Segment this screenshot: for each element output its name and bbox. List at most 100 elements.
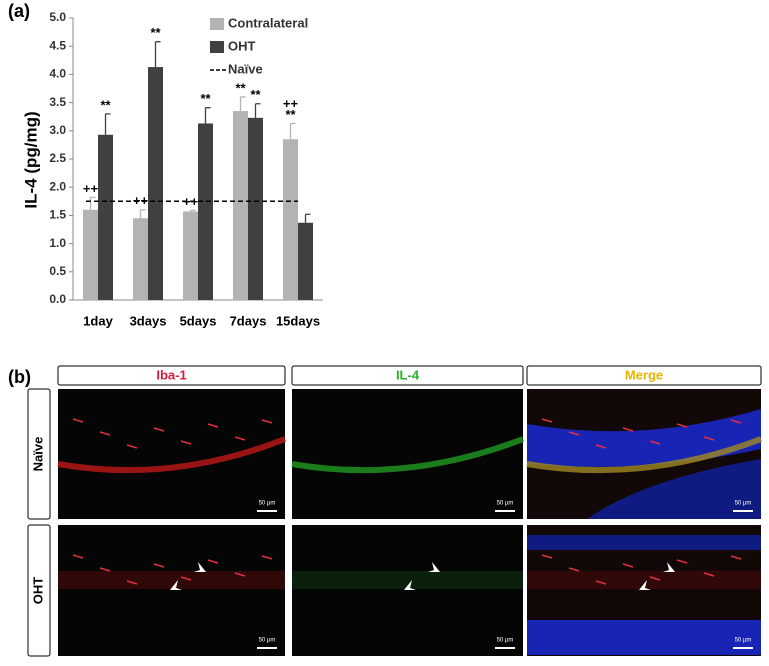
legend-label: Contralateral <box>228 15 308 30</box>
significance-label: ** <box>200 91 211 106</box>
x-tick-label: 3days <box>130 313 167 328</box>
cell <box>649 576 661 581</box>
micrograph: 50 µm <box>292 525 523 656</box>
nuclei-band <box>587 459 761 519</box>
cell <box>72 554 84 559</box>
significance-label: ** <box>100 97 111 112</box>
error-bar <box>204 107 211 124</box>
x-tick-label: 5days <box>180 313 217 328</box>
bar <box>283 139 298 300</box>
micrograph: 50 µm <box>291 389 525 519</box>
error-bar <box>154 41 161 68</box>
column-header-box <box>526 365 762 386</box>
legend-swatch <box>210 18 224 30</box>
scale-bar-label: 50 µm <box>497 638 514 644</box>
y-tick-label: 4.0 <box>49 67 66 81</box>
x-tick-label: 1day <box>83 313 113 328</box>
micrograph-bg <box>292 525 523 656</box>
column-header: IL-4 <box>396 367 420 382</box>
x-tick-label: 15days <box>276 313 320 328</box>
scale-bar-label: 50 µm <box>497 501 514 507</box>
cell <box>72 418 84 423</box>
y-tick-label: 5.0 <box>49 10 66 24</box>
bar <box>133 218 148 300</box>
cell <box>730 555 742 560</box>
micrograph: 50 µm <box>58 525 285 656</box>
panel-label: (a) <box>8 1 30 21</box>
cell <box>649 440 661 445</box>
arrowhead <box>639 580 651 590</box>
nuclei-band <box>527 409 761 467</box>
bar <box>298 222 313 300</box>
cell <box>595 580 607 585</box>
error-bar <box>89 196 96 210</box>
panel-label: (b) <box>8 367 31 387</box>
column-header: Iba-1 <box>156 367 186 382</box>
cell <box>234 436 246 441</box>
micrograph: 50 µm <box>526 389 763 519</box>
error-bar <box>254 103 261 118</box>
y-tick-label: 2.0 <box>49 179 66 193</box>
legend-label: OHT <box>228 38 256 53</box>
arrowhead <box>428 562 440 572</box>
legend-label: Naïve <box>228 61 263 76</box>
row-header-box <box>27 524 51 657</box>
y-tick-label: 3.0 <box>49 123 66 137</box>
micrograph-bg <box>58 525 285 656</box>
y-tick-label: 3.5 <box>49 95 66 109</box>
y-tick-label: 2.5 <box>49 151 66 165</box>
significance-label: ** <box>235 80 246 95</box>
cell <box>703 572 715 577</box>
cell <box>99 567 111 572</box>
micrograph: 50 µm <box>57 389 287 519</box>
bar <box>198 123 213 300</box>
row-header: Naïve <box>30 437 45 472</box>
column-header: Merge <box>625 367 663 382</box>
cell <box>153 563 165 568</box>
scale-bar-label: 50 µm <box>259 501 276 507</box>
cell <box>99 431 111 436</box>
cell <box>234 572 246 577</box>
cell <box>180 440 192 445</box>
significance-label: ** <box>285 107 296 122</box>
error-bar <box>104 113 111 135</box>
bar <box>83 209 98 300</box>
cell <box>730 419 742 424</box>
y-tick-label: 0.5 <box>49 264 66 278</box>
significance-label: ** <box>250 87 261 102</box>
y-tick-label: 0.0 <box>49 292 66 306</box>
cell <box>703 436 715 441</box>
cell <box>622 563 634 568</box>
row-header: OHT <box>30 577 45 605</box>
arrowhead <box>170 580 182 590</box>
tissue-band <box>291 436 525 474</box>
bar <box>98 134 113 300</box>
cell <box>153 427 165 432</box>
cell <box>622 427 634 432</box>
error-bar <box>189 209 196 212</box>
scale-bar-label: 50 µm <box>735 638 752 644</box>
legend-swatch <box>210 41 224 53</box>
significance-label: ** <box>150 25 161 40</box>
y-tick-label: 1.5 <box>49 208 66 222</box>
cell <box>676 423 688 428</box>
tissue-band <box>57 436 287 474</box>
micrograph: 50 µm <box>527 525 761 656</box>
cell <box>676 559 688 564</box>
cell <box>261 555 273 560</box>
cell <box>126 444 138 449</box>
error-bar <box>304 213 311 223</box>
cell <box>207 559 219 564</box>
cell <box>261 419 273 424</box>
tissue-band <box>526 436 763 474</box>
bar <box>248 117 263 300</box>
arrowhead <box>404 580 416 590</box>
cell <box>595 444 607 449</box>
nuclei-band <box>527 535 761 550</box>
bar <box>233 111 248 300</box>
y-axis-label: IL-4 (pg/mg) <box>21 111 40 208</box>
arrowhead <box>194 562 206 572</box>
cell <box>180 576 192 581</box>
cell <box>541 418 553 423</box>
